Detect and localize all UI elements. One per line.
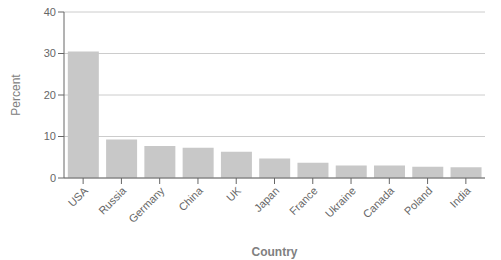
svg-text:20: 20 xyxy=(44,89,56,101)
svg-text:30: 30 xyxy=(44,47,56,59)
svg-text:Percent: Percent xyxy=(9,74,23,116)
svg-text:Country: Country xyxy=(252,245,298,259)
svg-text:40: 40 xyxy=(44,6,56,18)
svg-text:China: China xyxy=(176,184,205,213)
svg-text:France: France xyxy=(287,184,320,217)
svg-text:Germany: Germany xyxy=(126,184,167,225)
svg-text:Ukraine: Ukraine xyxy=(323,184,358,219)
svg-text:UK: UK xyxy=(224,184,244,204)
svg-text:0: 0 xyxy=(50,172,56,184)
svg-text:Poland: Poland xyxy=(402,184,435,217)
svg-text:10: 10 xyxy=(44,130,56,142)
svg-text:Canada: Canada xyxy=(361,184,397,220)
svg-text:Japan: Japan xyxy=(252,184,282,214)
svg-text:USA: USA xyxy=(66,184,91,209)
svg-text:Russia: Russia xyxy=(96,184,129,217)
svg-text:India: India xyxy=(447,184,473,210)
